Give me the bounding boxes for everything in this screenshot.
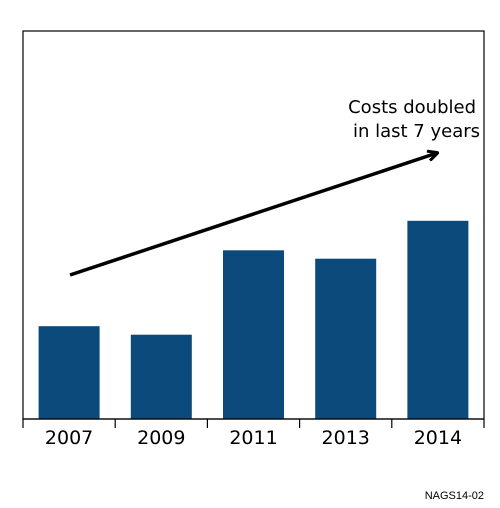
bar-2009 <box>130 334 192 419</box>
x-axis-tick-labels: 2007 2009 2011 2013 2014 <box>45 427 462 449</box>
bar-2007 <box>38 326 100 419</box>
bar-2013 <box>315 258 377 419</box>
bar-group <box>38 220 469 419</box>
x-tick-label-2014: 2014 <box>414 427 462 449</box>
x-tick-label-2009: 2009 <box>137 427 185 449</box>
bar-2014 <box>407 220 469 419</box>
figure-code: NAGS14-02 <box>425 490 484 502</box>
trend-arrow <box>69 153 437 277</box>
x-axis-ticks <box>22 419 485 428</box>
x-tick-label-2013: 2013 <box>322 427 370 449</box>
x-tick-label-2007: 2007 <box>45 427 93 449</box>
annotation-line-2: in last 7 years <box>353 121 480 142</box>
annotation-line-1: Costs doubled <box>348 97 476 118</box>
x-tick-label-2011: 2011 <box>229 427 277 449</box>
bar-2011 <box>223 250 284 419</box>
